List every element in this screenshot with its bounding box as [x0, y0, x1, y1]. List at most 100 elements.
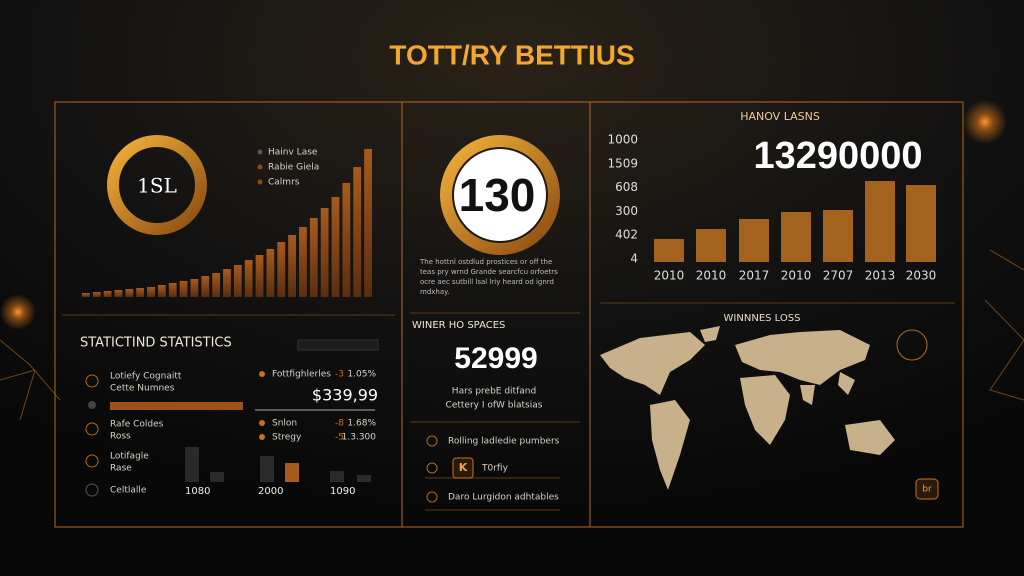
- section-title: HANOV LASNS: [740, 110, 820, 123]
- small-bar: [210, 472, 224, 482]
- bar: [696, 229, 726, 262]
- world-map: [600, 326, 895, 490]
- amount: $339,99: [312, 386, 378, 405]
- bar: [114, 290, 123, 297]
- caption: Cettery I ofW blatsias: [446, 401, 543, 411]
- frame: [54, 101, 964, 528]
- paragraph-line: ocre aec sutbill lsal lriy heard od ignr…: [420, 278, 554, 286]
- title: TOTT/RY BETTIUS: [389, 39, 634, 70]
- donut: [440, 135, 560, 255]
- bar: [201, 276, 210, 297]
- icon-label: br: [922, 485, 932, 495]
- big-number: 52999: [454, 342, 537, 375]
- row-text: Lotiefy Cognaitt: [110, 372, 182, 382]
- donut-value: 130: [459, 169, 536, 221]
- paragraph-line: teas pry wrnd Grande searcfcu orfoetrs: [420, 268, 558, 276]
- bar: [288, 235, 296, 297]
- row-text: Cette Numnes: [110, 384, 175, 394]
- bar: [136, 288, 145, 297]
- stat-value: 1.68%: [347, 419, 376, 429]
- bar: [168, 283, 177, 297]
- stat-dot: [259, 420, 265, 426]
- stat-value: 1.3.300: [342, 433, 377, 443]
- legend-dot: [257, 179, 263, 185]
- paragraph-line: The hottnl ostdlud prostices or off the: [419, 258, 552, 266]
- bar: [865, 181, 895, 262]
- small-label: 1090: [330, 486, 355, 497]
- stat-delta: -5: [335, 433, 344, 443]
- row-text: Rafe Coldes: [110, 420, 164, 430]
- bar: [299, 227, 307, 297]
- list-item: Daro Lurgidon adhtables: [448, 493, 559, 503]
- row-icon: [85, 483, 99, 497]
- donut-label: 1SL: [137, 174, 177, 198]
- stat-name: Fottfighlerles: [272, 370, 331, 380]
- y-label: 1509: [607, 156, 638, 170]
- list-icon: [426, 462, 438, 474]
- donut: [107, 135, 207, 235]
- x-label: 2010: [781, 269, 812, 283]
- bar: [157, 285, 166, 297]
- section-title: STATICTIND STATISTICS: [80, 336, 232, 351]
- ring-deco: [896, 329, 928, 361]
- donut-center: [454, 149, 546, 241]
- list-item: Rolling ladledie pumbers: [448, 437, 560, 447]
- glow: [0, 294, 36, 330]
- y-label: 4: [630, 252, 638, 266]
- legend-label: Hainv Lase: [268, 148, 318, 158]
- small-bar: [285, 463, 299, 482]
- bar: [82, 293, 90, 297]
- bar: [212, 273, 221, 297]
- list-item: T0rfiy: [481, 464, 509, 474]
- small-bar: [185, 447, 199, 482]
- bar: [233, 265, 242, 297]
- search-field[interactable]: [297, 339, 379, 351]
- caption: Hars prebE ditfand: [452, 387, 536, 397]
- bar: [781, 212, 811, 262]
- x-label: 2707: [823, 269, 854, 283]
- list-icon: [426, 435, 438, 447]
- glow: [963, 100, 1007, 144]
- bar: [179, 281, 188, 297]
- row-icon: [88, 401, 96, 409]
- bar: [331, 197, 340, 297]
- y-label: 608: [615, 180, 638, 194]
- small-label: 1080: [185, 486, 210, 497]
- legend-dot: [257, 149, 263, 155]
- bar: [190, 279, 199, 297]
- big-number: 13290000: [753, 135, 922, 177]
- x-label: 2010: [654, 269, 685, 283]
- bar: [364, 149, 372, 297]
- list-icon: [426, 491, 438, 503]
- row-text: Ross: [110, 432, 131, 442]
- section-title: WINNNES LOSS: [724, 313, 801, 324]
- bar: [125, 289, 134, 297]
- y-label: 300: [615, 204, 638, 218]
- stat-value: 1.05%: [347, 370, 376, 380]
- x-label: 2030: [906, 269, 937, 283]
- deco-lines: [984, 249, 1024, 401]
- bar: [823, 210, 853, 262]
- bar: [739, 219, 769, 262]
- bar: [353, 167, 362, 297]
- legend-label: Rabie Giela: [268, 163, 319, 173]
- badge[interactable]: [452, 457, 474, 479]
- icon-button[interactable]: [915, 478, 939, 500]
- bar: [255, 255, 264, 297]
- deco-lines: [0, 339, 61, 421]
- row-text: Celtlalle: [110, 486, 147, 496]
- bar: [342, 183, 351, 297]
- x-label: 2017: [739, 269, 770, 283]
- bar: [320, 208, 329, 297]
- bar: [654, 239, 684, 262]
- bar: [147, 287, 155, 297]
- progress-bar: [110, 402, 243, 410]
- legend-dot: [257, 164, 263, 170]
- row-icon: [85, 422, 99, 436]
- row-text: Rase: [110, 464, 132, 474]
- stat-delta: -8: [335, 419, 344, 429]
- stat-delta: -3: [335, 370, 344, 380]
- paragraph-line: mdxhay.: [420, 288, 450, 296]
